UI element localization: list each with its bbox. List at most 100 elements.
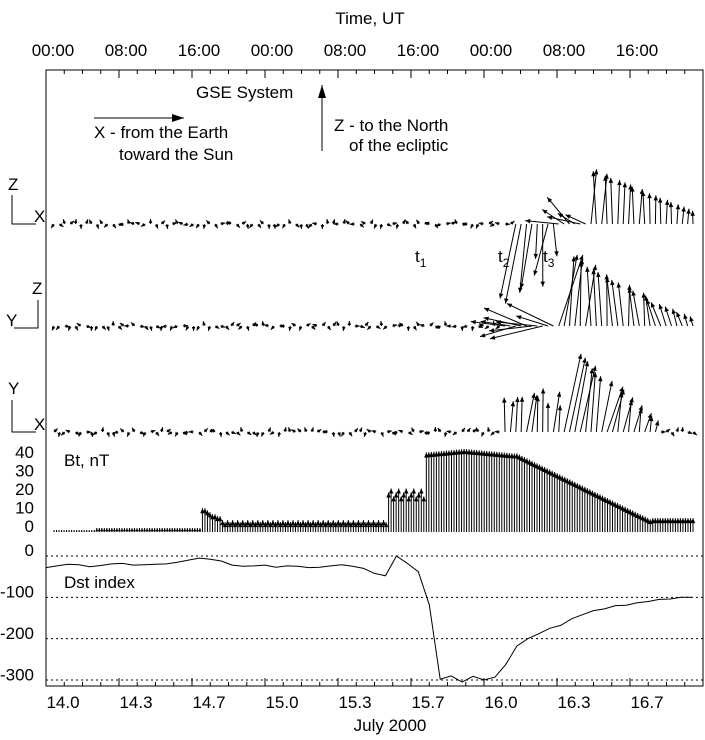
bt-vector	[386, 492, 391, 532]
vector-arrow-head	[478, 324, 483, 329]
vector-arrow	[359, 223, 365, 228]
bt-vector-head	[265, 520, 271, 526]
vector-arrow-head	[371, 429, 376, 434]
vector-arrow	[416, 219, 421, 225]
bt-vector	[105, 528, 109, 532]
top-axis-tick-label: 16:00	[397, 41, 440, 60]
bt-vector	[91, 530, 93, 532]
vector-arrow-head	[291, 429, 296, 434]
vector-arrow-head	[288, 427, 292, 432]
vector-arrow-head	[690, 210, 695, 216]
vector-arrow	[225, 431, 230, 436]
vector-arrow	[297, 428, 302, 433]
bt-vector-head	[222, 522, 228, 528]
vector-arrow-head	[419, 430, 425, 434]
vector-arrow-head	[412, 325, 417, 331]
bt-vector	[544, 468, 550, 532]
bt-vector	[320, 520, 326, 532]
bt-vector-head	[632, 511, 638, 517]
vector-arrow	[488, 220, 494, 225]
panel-yx-right-label: X	[34, 415, 45, 434]
vector-arrow	[605, 277, 613, 327]
bt-vector-head	[130, 528, 134, 532]
vector-arrow-head	[466, 427, 471, 433]
bt-y-tick-label: 10	[15, 499, 34, 518]
bt-vector	[635, 512, 640, 532]
vector-arrow-head	[259, 220, 265, 225]
bt-vector	[346, 520, 351, 532]
vector-arrow-shaft	[604, 175, 608, 225]
vector-arrow-head	[476, 224, 480, 229]
bt-vector-head	[237, 522, 243, 528]
vector-arrow	[379, 320, 384, 327]
vector-arrow-head	[332, 321, 337, 327]
vector-arrow	[113, 430, 119, 434]
vector-arrow-head	[312, 222, 317, 226]
vector-arrow-head	[69, 220, 75, 225]
vector-arrow-head	[619, 386, 624, 393]
vector-arrow	[578, 261, 584, 327]
bt-vector	[232, 522, 238, 532]
vector-arrow-head	[574, 254, 579, 261]
vector-arrow-shaft	[533, 223, 549, 276]
bt-vector-head	[310, 520, 316, 526]
vector-arrow-head	[132, 427, 136, 433]
vector-arrow-head	[380, 432, 384, 437]
vector-arrow	[283, 427, 287, 433]
bt-vector-head	[158, 528, 162, 532]
vector-arrow	[299, 223, 303, 230]
bt-vector	[381, 520, 386, 532]
bt-vector	[607, 499, 613, 532]
vector-arrow	[111, 320, 115, 327]
vector-arrow-shaft	[519, 223, 528, 293]
bt-vector-head	[220, 520, 225, 526]
bt-vector-head	[255, 520, 261, 526]
vector-arrow-head	[239, 427, 244, 432]
vector-arrow-head	[261, 432, 265, 437]
top-axis-tick-label: 16:00	[178, 41, 221, 60]
vector-arrow-shaft	[610, 177, 613, 225]
bt-vector	[150, 528, 154, 532]
bt-vector	[514, 453, 520, 532]
bt-vector-head	[148, 528, 152, 532]
vector-arrow	[379, 223, 384, 229]
vector-arrow	[395, 223, 400, 229]
vector-arrow-head	[170, 326, 174, 331]
bt-vector-head	[155, 528, 159, 532]
bt-vector-head	[421, 496, 427, 502]
top-axis-title: Time, UT	[335, 9, 404, 28]
vector-arrow-head	[416, 219, 421, 225]
bt-vector	[358, 522, 364, 532]
bottom-axis-tick-label: 14.0	[46, 693, 79, 712]
vector-arrow-shaft	[546, 216, 581, 225]
vector-arrow-head	[675, 204, 681, 210]
bt-vector	[632, 511, 638, 532]
vector-arrow	[398, 429, 404, 434]
vector-arrow-head	[640, 191, 646, 197]
bt-vector	[343, 522, 349, 532]
vector-arrow-head	[131, 322, 136, 327]
bt-vector-head	[300, 520, 306, 526]
bt-vector	[444, 450, 449, 532]
vector-arrow	[112, 223, 117, 229]
vector-arrow-head	[392, 222, 398, 226]
vector-arrow-shaft	[645, 295, 651, 327]
vector-arrow	[392, 430, 398, 434]
vector-arrow-head	[183, 222, 188, 226]
vector-arrow	[210, 428, 216, 433]
vector-arrow-head	[616, 282, 622, 288]
bt-vector	[690, 518, 696, 532]
vector-arrow-head	[73, 219, 78, 224]
vector-arrow	[470, 223, 475, 229]
dst-y-tick-label: -300	[0, 666, 34, 685]
vector-arrow	[90, 431, 94, 438]
vector-arrow	[675, 427, 679, 433]
bt-vector-head	[338, 522, 344, 528]
vector-arrow	[214, 324, 220, 329]
vector-arrow-head	[483, 307, 490, 312]
vector-arrow	[681, 206, 686, 225]
vector-arrow-head	[118, 222, 124, 226]
bt-vector	[660, 518, 666, 532]
vector-arrow-shaft	[536, 396, 539, 433]
bt-vector	[393, 492, 399, 532]
